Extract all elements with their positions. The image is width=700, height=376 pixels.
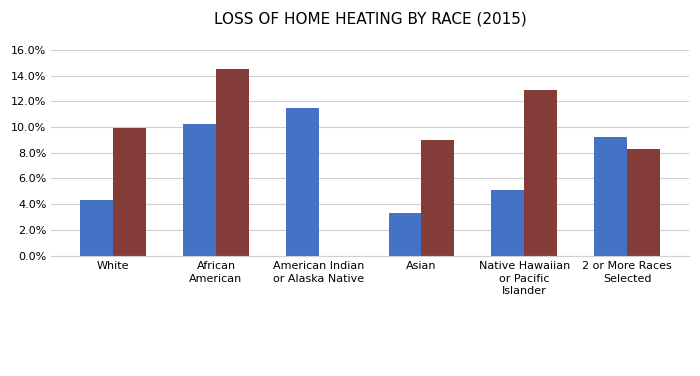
Bar <box>286 108 318 256</box>
Bar <box>389 213 421 256</box>
Bar <box>594 137 627 256</box>
Bar <box>113 128 146 256</box>
Bar <box>80 200 113 256</box>
Bar <box>216 69 249 256</box>
Bar <box>421 140 454 256</box>
Bar <box>524 90 557 256</box>
Bar <box>491 190 524 256</box>
Title: LOSS OF HOME HEATING BY RACE (2015): LOSS OF HOME HEATING BY RACE (2015) <box>214 11 526 26</box>
Bar <box>183 124 216 256</box>
Bar <box>627 149 660 256</box>
